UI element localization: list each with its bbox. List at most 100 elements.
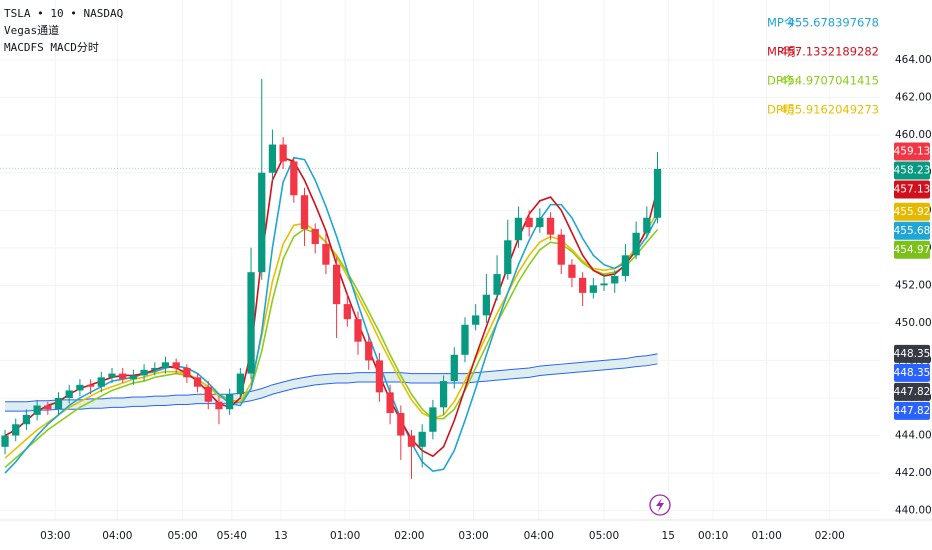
candle-body [193,377,202,387]
legend-value: 454.9707041415 [780,74,879,88]
price-badge [894,344,930,363]
candle-body [536,217,544,228]
legend-value: 455.9162049273 [780,103,879,117]
candle-body [343,304,351,320]
candle-body [450,354,458,382]
axes: 440.00442.00444.00446.00448.00450.00452.… [0,54,932,542]
price-badge-label: 448.35 [894,348,931,360]
y-tick-label: 440.00 [895,505,932,517]
candle-body [183,367,191,378]
price-badge [894,401,930,420]
candle-body [589,285,597,293]
price-badge [894,363,930,382]
candle-body [247,272,255,374]
candle-body [375,360,384,393]
candle-body [311,229,319,245]
candle-body [611,275,619,284]
price-badge [894,142,930,161]
candle-body [215,401,223,410]
price-badge [894,180,930,199]
legend-value: 455.678397678 [788,16,879,30]
candle-body [568,264,576,278]
candle-body [621,255,630,276]
price-badge-label: 447.82 [894,405,931,417]
candle-body [354,319,362,342]
candle-body [268,144,277,173]
channel-fill [5,353,658,412]
y-tick-label: 464.00 [895,54,932,66]
candle-body [600,283,608,286]
y-tick-label: 442.00 [895,467,932,479]
candle-body [33,405,41,415]
candle-body [439,381,448,408]
chart-title: TSLA • 10 • NASDAQ [4,7,123,20]
x-tick-label: 05:00 [167,530,197,542]
candle-body [290,161,298,196]
candle-body [546,217,555,235]
candle-body [76,384,84,391]
candle-body [504,240,512,275]
candle-body [140,369,148,376]
candle-body [397,412,405,436]
candle-body [86,384,95,387]
candle-body [108,373,116,378]
candle-body [54,397,63,410]
candle-body [119,373,127,380]
price-badge-label: 448.35 [894,367,931,379]
x-tick-label: 15 [662,530,675,542]
price-badge [894,161,930,180]
y-tick-label: 444.00 [895,430,932,442]
price-badge [894,202,930,221]
candle-body [407,435,416,447]
y-tick-label: 450.00 [895,317,932,329]
event-icon[interactable] [649,494,671,516]
x-tick-label: 05:40 [217,530,247,542]
candle-body [236,373,244,395]
candle-body [632,232,640,256]
candle-body [97,377,105,387]
candle-body [258,172,266,273]
indicator-line [4,156,659,474]
channel-line [5,353,658,403]
candle-body [44,405,52,410]
candle-body [386,392,394,413]
y-tick-label: 462.00 [895,92,932,104]
x-tick-label: 04:00 [524,530,554,542]
price-badge [894,382,930,401]
candle-body [514,217,523,241]
candle-body [472,315,480,325]
candle-body [525,217,533,228]
price-badge-label: 457.13 [894,183,931,195]
candle-body [653,168,662,218]
x-tick-label: 04:00 [102,530,132,542]
price-badge-label: 454.97 [894,244,931,256]
x-tick-label: 01:00 [751,530,781,542]
candle-body [204,386,212,402]
candle-body [22,414,31,425]
candle-body [429,407,437,432]
price-badge-label: 455.68 [894,225,931,237]
candle-body [1,435,9,447]
price-badge [894,221,930,240]
candle-body [161,362,170,368]
price-badge-label: 455.92 [894,206,931,218]
indicator-name: Vegas通道 [4,23,59,37]
candle-body [643,217,651,233]
candle-body [65,390,73,398]
candle-body [493,274,501,295]
x-tick-label: 05:00 [589,530,619,542]
price-badge [894,240,930,259]
y-tick-label: 452.00 [895,279,932,291]
candle-body [557,234,565,265]
candle-body [151,367,159,370]
price-badge-label: 447.82 [894,386,931,398]
candle-body [482,294,491,316]
candle-body [279,144,287,162]
candle-body [332,264,341,305]
x-tick-label: 00:10 [698,530,728,542]
x-tick-label: 02:00 [394,530,424,542]
candle-body [579,277,587,293]
legend-name: MP今: [767,16,799,30]
